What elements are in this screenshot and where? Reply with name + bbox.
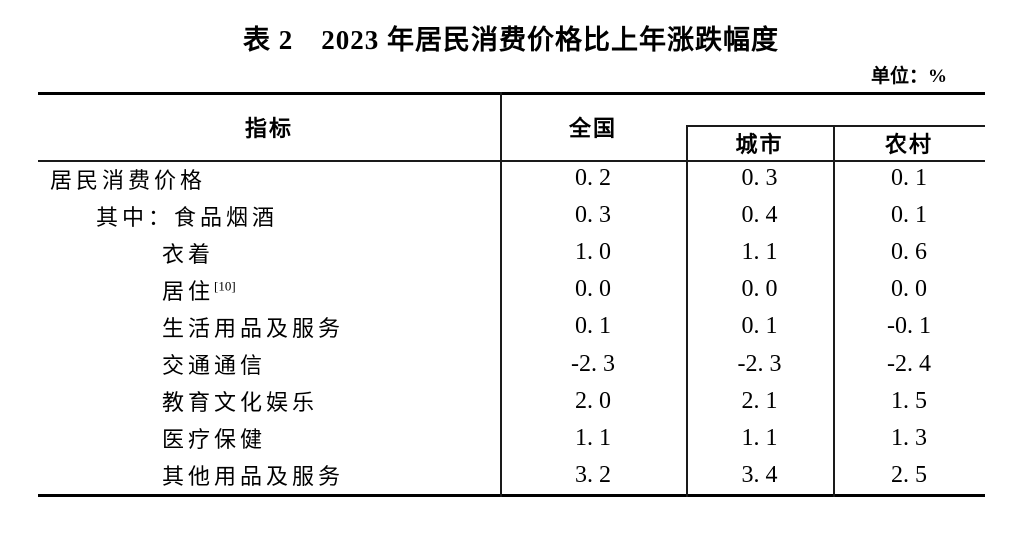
cell-urban: 1. 1 xyxy=(741,239,778,266)
cell-rural: -2. 4 xyxy=(887,350,931,377)
cell-urban: 0. 4 xyxy=(741,202,778,229)
cell-indicator: 衣着 xyxy=(38,237,500,269)
table-row: 其他用品及服务 3. 2 3. 4 2. 5 xyxy=(38,457,985,494)
cell-urban: 1. 1 xyxy=(741,424,778,451)
row-label: 衣着 xyxy=(162,241,215,267)
cell-indicator: 其中：食品烟酒 xyxy=(38,200,500,232)
cell-urban: 0. 3 xyxy=(741,165,778,192)
table-body: 居民消费价格 0. 2 0. 3 0. 1 其中：食品烟酒 0. 3 0. 4 … xyxy=(38,160,985,494)
divider-national-urban xyxy=(686,125,688,497)
cell-rural: 0. 6 xyxy=(891,239,927,266)
cell-indicator: 居民消费价格 xyxy=(38,163,500,195)
row-label: 交通通信 xyxy=(162,353,267,379)
row-label: 其他用品及服务 xyxy=(162,464,345,490)
table-row: 教育文化娱乐 2. 0 2. 1 1. 5 xyxy=(38,383,985,420)
cell-indicator: 居住[10] xyxy=(38,274,500,306)
cell-national: 1. 1 xyxy=(575,424,611,451)
cell-national: 0. 3 xyxy=(575,202,611,229)
row-label: 生活用品及服务 xyxy=(162,315,345,341)
cell-national: 0. 2 xyxy=(575,165,611,192)
cell-indicator: 生活用品及服务 xyxy=(38,311,500,343)
cell-urban: -2. 3 xyxy=(737,350,782,377)
unit-label: 单位：% xyxy=(870,66,947,87)
table-title: 表 2 2023 年居民消费价格比上年涨跌幅度 xyxy=(243,25,779,55)
cell-rural: 0. 1 xyxy=(891,165,927,192)
cell-national: 1. 0 xyxy=(575,239,611,266)
row-label: 其中：食品烟酒 xyxy=(96,204,279,230)
cell-national: 3. 2 xyxy=(575,461,611,488)
row-label: 居住 xyxy=(162,278,215,304)
table-row: 交通通信 -2. 3 -2. 3 -2. 4 xyxy=(38,346,985,383)
cell-national: -2. 3 xyxy=(571,350,615,377)
cell-urban: 2. 1 xyxy=(741,387,778,414)
cell-rural: 1. 5 xyxy=(891,387,927,414)
table-row: 居民消费价格 0. 2 0. 3 0. 1 xyxy=(38,160,985,197)
cell-indicator: 医疗保健 xyxy=(38,422,500,454)
cell-national: 0. 1 xyxy=(575,313,611,340)
column-header-rural: 农村 xyxy=(884,131,933,157)
cpi-table: 指标 全国 城市 农村 居民消费价格 0. 2 0. 3 0. 1 其中：食品烟… xyxy=(38,92,985,497)
cell-national: 0. 0 xyxy=(575,276,611,303)
cell-urban: 0. 1 xyxy=(741,313,778,340)
table-row: 居住[10] 0. 0 0. 0 0. 0 xyxy=(38,271,985,308)
table-row: 生活用品及服务 0. 1 0. 1 -0. 1 xyxy=(38,308,985,345)
column-header-national: 全国 xyxy=(568,116,617,141)
table-bottom-border xyxy=(38,494,985,497)
table-top-border xyxy=(38,92,985,95)
row-label: 医疗保健 xyxy=(162,427,267,453)
row-label: 教育文化娱乐 xyxy=(162,390,319,416)
subheader-top-rule xyxy=(686,125,985,127)
table-row: 衣着 1. 0 1. 1 0. 6 xyxy=(38,234,985,271)
cell-national: 2. 0 xyxy=(575,387,611,414)
cell-urban: 3. 4 xyxy=(741,461,778,488)
cell-indicator: 其他用品及服务 xyxy=(38,459,500,491)
footnote-ref: [10] xyxy=(214,278,236,294)
cell-rural: 0. 0 xyxy=(891,276,927,303)
divider-urban-rural xyxy=(833,125,835,497)
cell-rural: -0. 1 xyxy=(887,313,931,340)
table-row: 其中：食品烟酒 0. 3 0. 4 0. 1 xyxy=(38,197,985,234)
column-header-urban: 城市 xyxy=(735,131,784,157)
row-label: 居民消费价格 xyxy=(50,167,207,193)
column-header-indicator: 指标 xyxy=(244,116,293,141)
divider-indicator-national xyxy=(500,92,502,497)
cell-rural: 0. 1 xyxy=(891,202,927,229)
table-row: 医疗保健 1. 1 1. 1 1. 3 xyxy=(38,420,985,457)
cell-rural: 2. 5 xyxy=(891,461,927,488)
cell-rural: 1. 3 xyxy=(891,424,927,451)
cell-indicator: 交通通信 xyxy=(38,348,500,380)
header-bottom-rule xyxy=(38,160,985,162)
cell-indicator: 教育文化娱乐 xyxy=(38,385,500,417)
cell-urban: 0. 0 xyxy=(741,276,778,303)
